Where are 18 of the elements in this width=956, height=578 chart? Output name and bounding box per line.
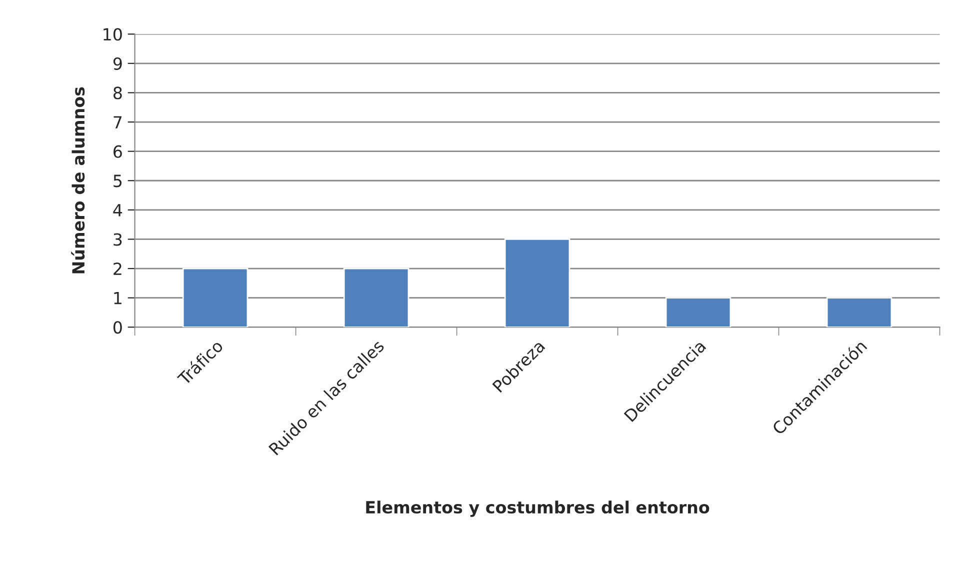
y-tick-label: 5 [114,174,122,188]
y-tick-label: 4 [113,204,122,216]
y-tick-label: 9 [113,57,122,70]
y-tick-label: 6 [114,145,122,158]
y-tick-label: 8 [114,86,122,100]
y-tick-label: 3 [114,233,122,246]
y-tick-label: 10 [104,28,122,41]
bar [504,238,570,328]
bar [665,297,732,328]
y-tick-label: 7 [114,116,122,128]
y-tick-label: 0 [113,321,122,334]
bar [826,297,892,328]
y-tick-label: 2 [114,262,122,275]
y-tick-label: 1 [114,292,122,304]
bar [343,268,410,328]
bar [182,268,248,328]
x-axis-title: Elementos y costumbres del entorno [366,500,710,517]
y-axis-title: Número de alumnos [71,87,85,274]
